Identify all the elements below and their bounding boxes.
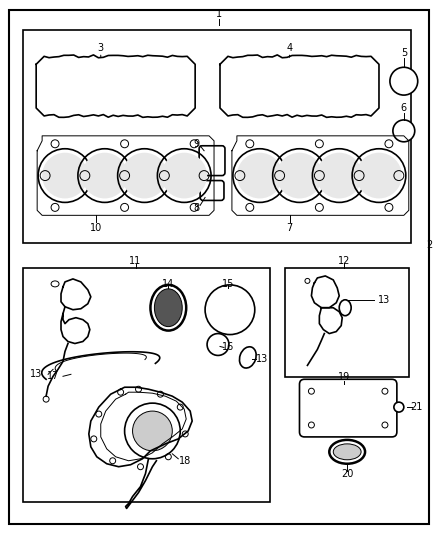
Text: 13: 13 [256,354,268,365]
Text: 17: 17 [47,372,59,381]
FancyBboxPatch shape [300,379,397,437]
Text: 1: 1 [216,9,222,19]
Circle shape [277,153,322,198]
Ellipse shape [207,334,229,356]
Text: 9: 9 [193,139,199,149]
Circle shape [356,153,402,198]
Ellipse shape [150,285,186,330]
Ellipse shape [339,300,351,316]
Ellipse shape [205,285,255,335]
Bar [285,268,409,377]
Bar [23,268,270,502]
Text: 15: 15 [222,279,234,289]
Circle shape [42,153,88,198]
FancyBboxPatch shape [200,181,224,200]
Text: 4: 4 [286,43,293,53]
Ellipse shape [394,402,404,412]
Ellipse shape [333,444,361,460]
Text: 8: 8 [193,204,199,213]
Text: 21: 21 [410,402,423,412]
Circle shape [237,153,283,198]
Text: 19: 19 [338,372,350,382]
Bar [23,29,411,243]
Circle shape [316,153,362,198]
Ellipse shape [390,67,418,95]
FancyBboxPatch shape [199,146,225,175]
Circle shape [161,153,207,198]
Ellipse shape [51,281,59,287]
Circle shape [133,411,172,451]
Text: 2: 2 [427,240,433,250]
Text: 12: 12 [338,256,350,266]
Text: 7: 7 [286,223,293,233]
Text: 13: 13 [378,295,390,305]
Ellipse shape [155,289,182,327]
Text: 3: 3 [98,43,104,53]
Text: 20: 20 [341,469,353,479]
Text: 11: 11 [129,256,141,266]
Circle shape [122,153,167,198]
Text: 10: 10 [90,223,102,233]
Text: 5: 5 [401,49,407,58]
Text: 16: 16 [222,343,234,352]
Ellipse shape [240,347,256,368]
Text: 14: 14 [162,279,174,289]
Text: 18: 18 [179,456,191,466]
Circle shape [82,153,127,198]
Text: 6: 6 [401,103,407,113]
Ellipse shape [329,440,365,464]
Ellipse shape [393,120,415,142]
Text: 13: 13 [30,369,42,379]
